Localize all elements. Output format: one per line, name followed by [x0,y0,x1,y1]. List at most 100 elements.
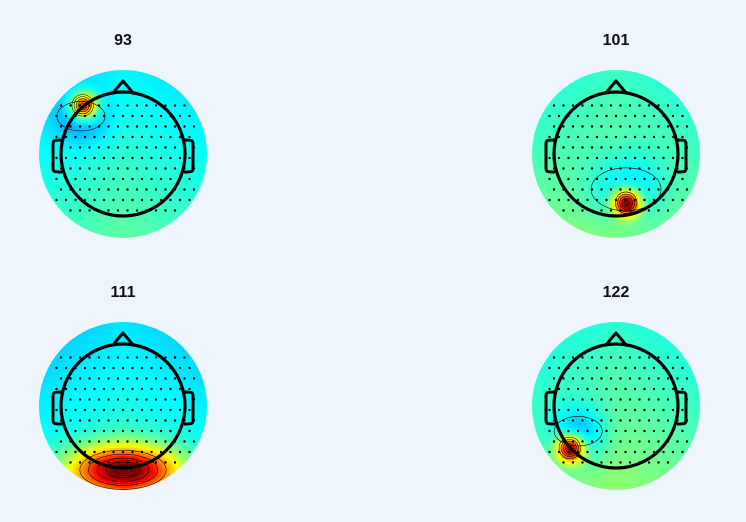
electrode-dot [135,356,139,359]
electrode-dot [169,450,172,454]
right-ear-icon [676,390,688,426]
head-outline [552,90,680,218]
electrode-dot [102,135,106,139]
electrode-dot [154,419,158,422]
electrode-dot [557,408,561,412]
electrode-dot [586,429,589,433]
electrode-dot [188,177,191,181]
electrode-dot [140,387,144,391]
electrode-dot [102,429,106,433]
electrode-dot [647,419,651,422]
electrode-dot [647,209,651,212]
electrode-dot [652,135,656,139]
electrode-dot [657,398,660,401]
electrode-dot [633,114,637,118]
electrode-dot [69,356,72,359]
electrode-dot [164,209,167,212]
electrode-dot [126,209,129,212]
electrode-dot [576,387,580,391]
electrode-dot [140,450,144,454]
electrode-dot [605,408,608,412]
electrode-dot [78,104,82,107]
electrode-dot [605,114,608,118]
electrode-dot [685,377,689,380]
electrode-dot [59,104,63,107]
electrode-dot [643,198,646,202]
electrode-dot [150,387,153,391]
electrode-dot [681,114,684,118]
electrode-dot [590,188,594,191]
electrode-dot [609,419,613,422]
left-ear-icon [544,390,556,426]
electrode-dot [131,135,134,139]
electrode-dot [102,114,106,118]
electrode-dot [600,419,603,422]
electrode-dot [562,104,565,107]
electrode-dot [571,356,575,359]
electrode-dot [112,156,115,160]
electrode-dot [135,167,139,170]
electrode-dot [619,419,622,422]
electrode-dot [169,177,172,181]
electrode-dot [78,125,82,128]
electrode-dot [643,366,646,370]
electrode-dot [183,104,186,107]
electrode-dot [662,450,665,454]
electrode-dot [685,188,689,191]
electrode-dot [671,450,675,454]
electrode-dot [93,450,96,454]
electrode-dot [562,419,565,422]
nose-icon [110,79,136,95]
electrode-dot [676,356,679,359]
electrode-dot [69,461,72,464]
electrode-dot [671,408,675,412]
electrode-dot [595,156,599,160]
electrode-dot [647,377,651,380]
electrode-dot [102,177,106,181]
electrode-dot [562,356,565,359]
electrode-dot [595,408,599,412]
electrode-dot [586,177,589,181]
electrode-dot [150,177,153,181]
topoplot-panel-101: 101 [526,32,706,262]
electrode-dot [154,398,158,401]
electrode-dot [107,440,110,443]
electrode-dot [116,377,120,380]
electrode-dot [173,377,177,380]
electrode-dot [605,366,608,370]
electrode-dot [93,156,96,160]
electrode-dot [581,209,584,212]
electrode-dot [107,188,110,191]
electrode-dot [74,408,77,412]
electrode-dot [150,156,153,160]
electrode-dot [652,156,656,160]
electrode-dot [609,188,613,191]
electrode-dot [188,156,191,160]
electrode-dot [633,366,637,370]
electrode-dot [624,135,627,139]
electrode-grid [548,104,689,212]
electrode-dot [78,461,82,464]
electrode-dot [64,387,68,391]
electrode-dot [590,398,594,401]
electrode-dot [548,429,551,433]
electrode-dot [666,209,670,212]
electrode-dot [562,398,565,401]
electrode-dot [88,104,91,107]
electrode-dot [188,429,191,433]
electrode-dot [676,377,679,380]
electrode-dot [112,114,115,118]
electrode-dot [662,198,665,202]
electrode-dot [93,114,96,118]
electrode-dot [107,146,110,149]
electrode-dot [169,135,172,139]
electrode-dot [633,156,637,160]
electrode-dot [652,429,656,433]
electrode-dot [169,198,172,202]
electrode-dot [567,429,570,433]
electrode-dot [131,114,134,118]
electrode-dot [624,366,627,370]
contour-line [96,457,150,482]
electrode-dot [135,209,139,212]
electrode-dot [624,387,627,391]
